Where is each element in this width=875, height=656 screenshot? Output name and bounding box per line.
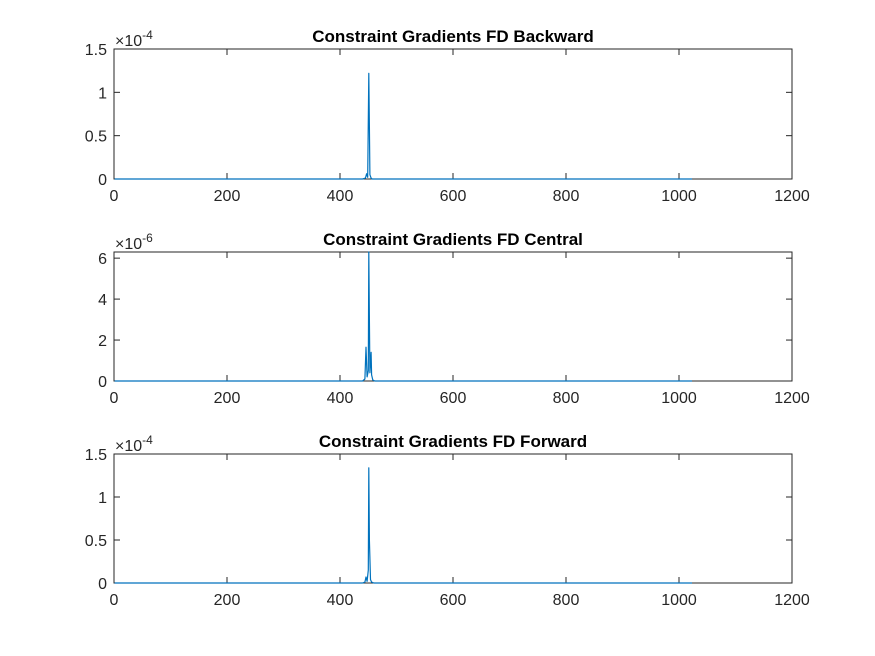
x-tick-label: 600: [440, 390, 467, 407]
subplot-backward: 0 200 400 600 800 1000 1200 0 0.5 1 1.5 ×10-4 Constr…: [85, 27, 810, 205]
x-tick-label: 400: [327, 390, 354, 407]
x-tick-label: 200: [214, 390, 241, 407]
y-exponent-label: ×10-6: [115, 231, 153, 253]
x-tick-label: 0: [110, 390, 119, 407]
x-tick-label: 0: [110, 188, 119, 205]
y-tick-label: 0: [98, 374, 107, 391]
y-tick-label: 0.5: [85, 129, 107, 146]
chart-title: Constraint Gradients FD Forward: [319, 432, 587, 451]
y-tick-label: 0: [98, 576, 107, 593]
x-tick-label: 800: [553, 188, 580, 205]
y-tick-label: 0.5: [85, 533, 107, 550]
axes-box: [113, 453, 793, 584]
x-tick-label: 400: [327, 188, 354, 205]
subplot-central: 0 200 400 600 800 1000 1200 0 2 4 6 ×10-6 Constraint…: [98, 230, 810, 407]
y-tick-label: 1.5: [85, 447, 107, 464]
series-line: [114, 72, 692, 180]
x-tick-label: 800: [553, 390, 580, 407]
series-line: [114, 467, 692, 584]
x-tick-label: 600: [440, 592, 467, 609]
x-tick-label: 1000: [661, 390, 697, 407]
y-tick-label: 1: [98, 490, 107, 507]
x-tick-label: 200: [214, 592, 241, 609]
subplot-forward: 0 200 400 600 800 1000 1200 0 0.5 1 1.5 ×10-4 Constr…: [85, 432, 810, 609]
y-tick-label: 6: [98, 251, 107, 268]
axes-box: [113, 251, 793, 382]
x-tick-label: 1000: [661, 592, 697, 609]
x-tick-label: 200: [214, 188, 241, 205]
y-tick-label: 1.5: [85, 42, 107, 59]
y-exponent-label: ×10-4: [115, 28, 153, 50]
chart-title: Constraint Gradients FD Central: [323, 230, 583, 249]
y-exponent-label: ×10-4: [115, 433, 153, 455]
x-tick-label: 800: [553, 592, 580, 609]
x-tick-label: 0: [110, 592, 119, 609]
x-tick-label: 600: [440, 188, 467, 205]
series-line: [114, 251, 692, 382]
x-tick-label: 1200: [774, 390, 810, 407]
y-tick-label: 2: [98, 333, 107, 350]
x-tick-label: 1200: [774, 592, 810, 609]
y-tick-label: 0: [98, 172, 107, 189]
x-tick-label: 1000: [661, 188, 697, 205]
x-tick-label: 400: [327, 592, 354, 609]
x-tick-label: 1200: [774, 188, 810, 205]
y-tick-label: 4: [98, 292, 107, 309]
y-tick-label: 1: [98, 85, 107, 102]
chart-title: Constraint Gradients FD Backward: [312, 27, 594, 46]
axes-box: [113, 48, 793, 180]
